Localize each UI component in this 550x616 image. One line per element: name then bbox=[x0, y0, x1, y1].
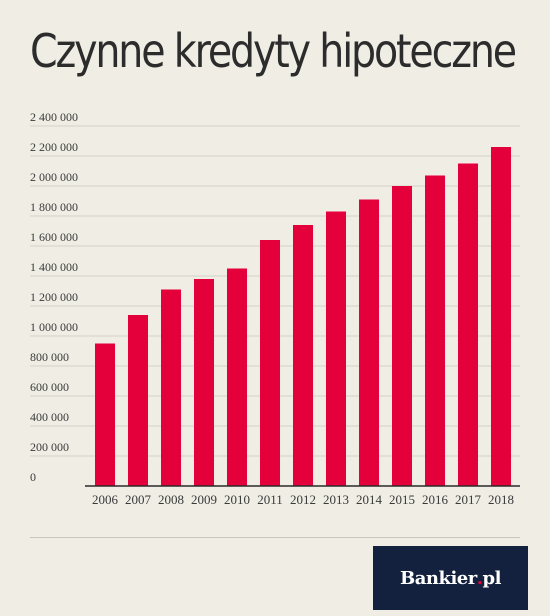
bar-2006 bbox=[95, 343, 115, 486]
bar-2011 bbox=[260, 240, 280, 486]
brand-name: Bankier bbox=[400, 567, 477, 589]
y-tick-label: 1 000 000 bbox=[30, 320, 78, 334]
x-tick-label: 2007 bbox=[125, 492, 152, 507]
x-tick-label: 2011 bbox=[257, 492, 283, 507]
bar-2013 bbox=[326, 211, 346, 486]
bar-2016 bbox=[425, 175, 445, 486]
y-tick-label: 2 200 000 bbox=[30, 140, 78, 154]
x-tick-label: 2008 bbox=[158, 492, 184, 507]
brand-tld: pl bbox=[482, 567, 502, 589]
y-tick-label: 800 000 bbox=[30, 350, 69, 364]
bar-2015 bbox=[392, 186, 412, 486]
footer-divider bbox=[30, 537, 520, 538]
bar-chart: 0 200 000 400 000 600 000 800 000 1 000 000 1 … bbox=[30, 110, 520, 507]
x-tick-label: 2012 bbox=[290, 492, 316, 507]
x-tick-label: 2017 bbox=[455, 492, 482, 507]
y-tick-label: 0 bbox=[30, 470, 36, 484]
x-tick-label: 2018 bbox=[488, 492, 514, 507]
y-tick-label: 1 200 000 bbox=[30, 290, 78, 304]
y-tick-label: 600 000 bbox=[30, 380, 69, 394]
bar-2012 bbox=[293, 225, 313, 486]
y-tick-label: 1 400 000 bbox=[30, 260, 78, 274]
x-tick-label: 2010 bbox=[224, 492, 250, 507]
bar-2010 bbox=[227, 268, 247, 486]
page-title: Czynne kredyty hipoteczne bbox=[30, 24, 517, 78]
brand-logo: Bankier. pl bbox=[373, 546, 528, 610]
x-axis-tick-labels: 2006 2007 2008 2009 2010 2011 2012 2013 2014 2015… bbox=[92, 492, 514, 507]
bar-2009 bbox=[194, 279, 214, 486]
y-tick-label: 400 000 bbox=[30, 410, 69, 424]
x-tick-label: 2016 bbox=[422, 492, 449, 507]
bar-2014 bbox=[359, 199, 379, 486]
y-axis-tick-labels: 0 200 000 400 000 600 000 800 000 1 000 000 1 … bbox=[30, 110, 78, 484]
y-tick-label: 2 000 000 bbox=[30, 170, 78, 184]
bar-2017 bbox=[458, 163, 478, 486]
bar-2007 bbox=[128, 315, 148, 486]
x-tick-label: 2014 bbox=[356, 492, 383, 507]
x-tick-label: 2009 bbox=[191, 492, 217, 507]
brand-dot: . bbox=[476, 567, 483, 589]
y-tick-label: 1 800 000 bbox=[30, 200, 78, 214]
chart-bars bbox=[95, 147, 511, 486]
y-tick-label: 200 000 bbox=[30, 440, 69, 454]
y-tick-label: 1 600 000 bbox=[30, 230, 78, 244]
bar-2008 bbox=[161, 289, 181, 486]
bar-2018 bbox=[491, 147, 511, 486]
x-tick-label: 2015 bbox=[389, 492, 415, 507]
x-tick-label: 2006 bbox=[92, 492, 119, 507]
y-tick-label: 2 400 000 bbox=[30, 110, 78, 124]
x-tick-label: 2013 bbox=[323, 492, 349, 507]
